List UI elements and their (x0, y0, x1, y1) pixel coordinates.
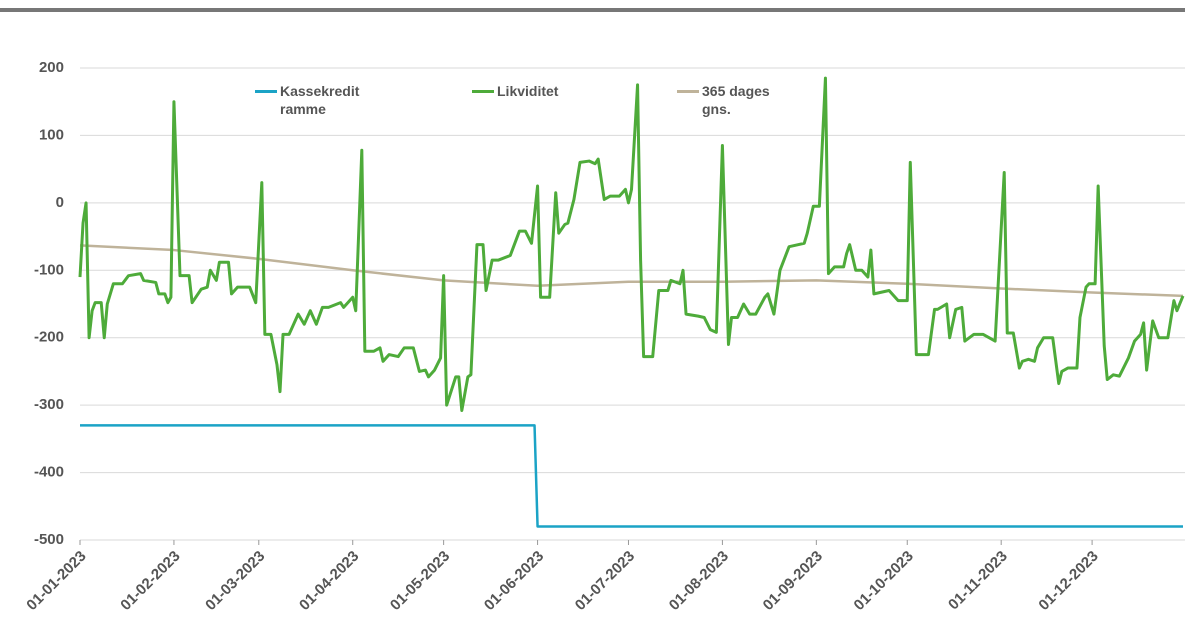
legend-label: 365 dages gns. (702, 83, 770, 117)
x-tick-label: 01-11-2023 (945, 548, 1011, 614)
y-tick-label: 0 (56, 194, 64, 211)
y-tick-label: 200 (39, 59, 64, 76)
x-tick-label: 01-12-2023 (1035, 548, 1101, 614)
x-tick-label: 01-07-2023 (572, 548, 638, 614)
x-tick-label: 01-05-2023 (387, 548, 453, 614)
x-tick-label: 01-08-2023 (666, 548, 732, 614)
series-line (78, 76, 1185, 413)
x-tick-label: 01-09-2023 (760, 548, 826, 614)
y-tick-label: -300 (34, 396, 64, 413)
x-tick-label: 01-04-2023 (296, 548, 362, 614)
series-line (80, 424, 1183, 528)
legend-label: Likviditet (497, 83, 559, 99)
top-bar (0, 8, 1185, 12)
y-tick-label: -400 (34, 464, 64, 481)
legend-swatch (472, 90, 494, 93)
y-tick-label: -100 (34, 261, 64, 278)
x-tick-label: 01-03-2023 (202, 548, 268, 614)
legend-swatch (255, 90, 277, 93)
legend-label: Kassekredit ramme (280, 83, 360, 117)
y-tick-label: -200 (34, 329, 64, 346)
legend-swatch (677, 90, 699, 93)
x-tick-label: 01-06-2023 (481, 548, 547, 614)
x-tick-label: 01-01-2023 (23, 548, 89, 614)
y-tick-label: 100 (39, 126, 64, 143)
x-tick-label: 01-02-2023 (117, 548, 183, 614)
y-tick-label: -500 (34, 531, 64, 548)
x-tick-label: 01-10-2023 (851, 548, 917, 614)
